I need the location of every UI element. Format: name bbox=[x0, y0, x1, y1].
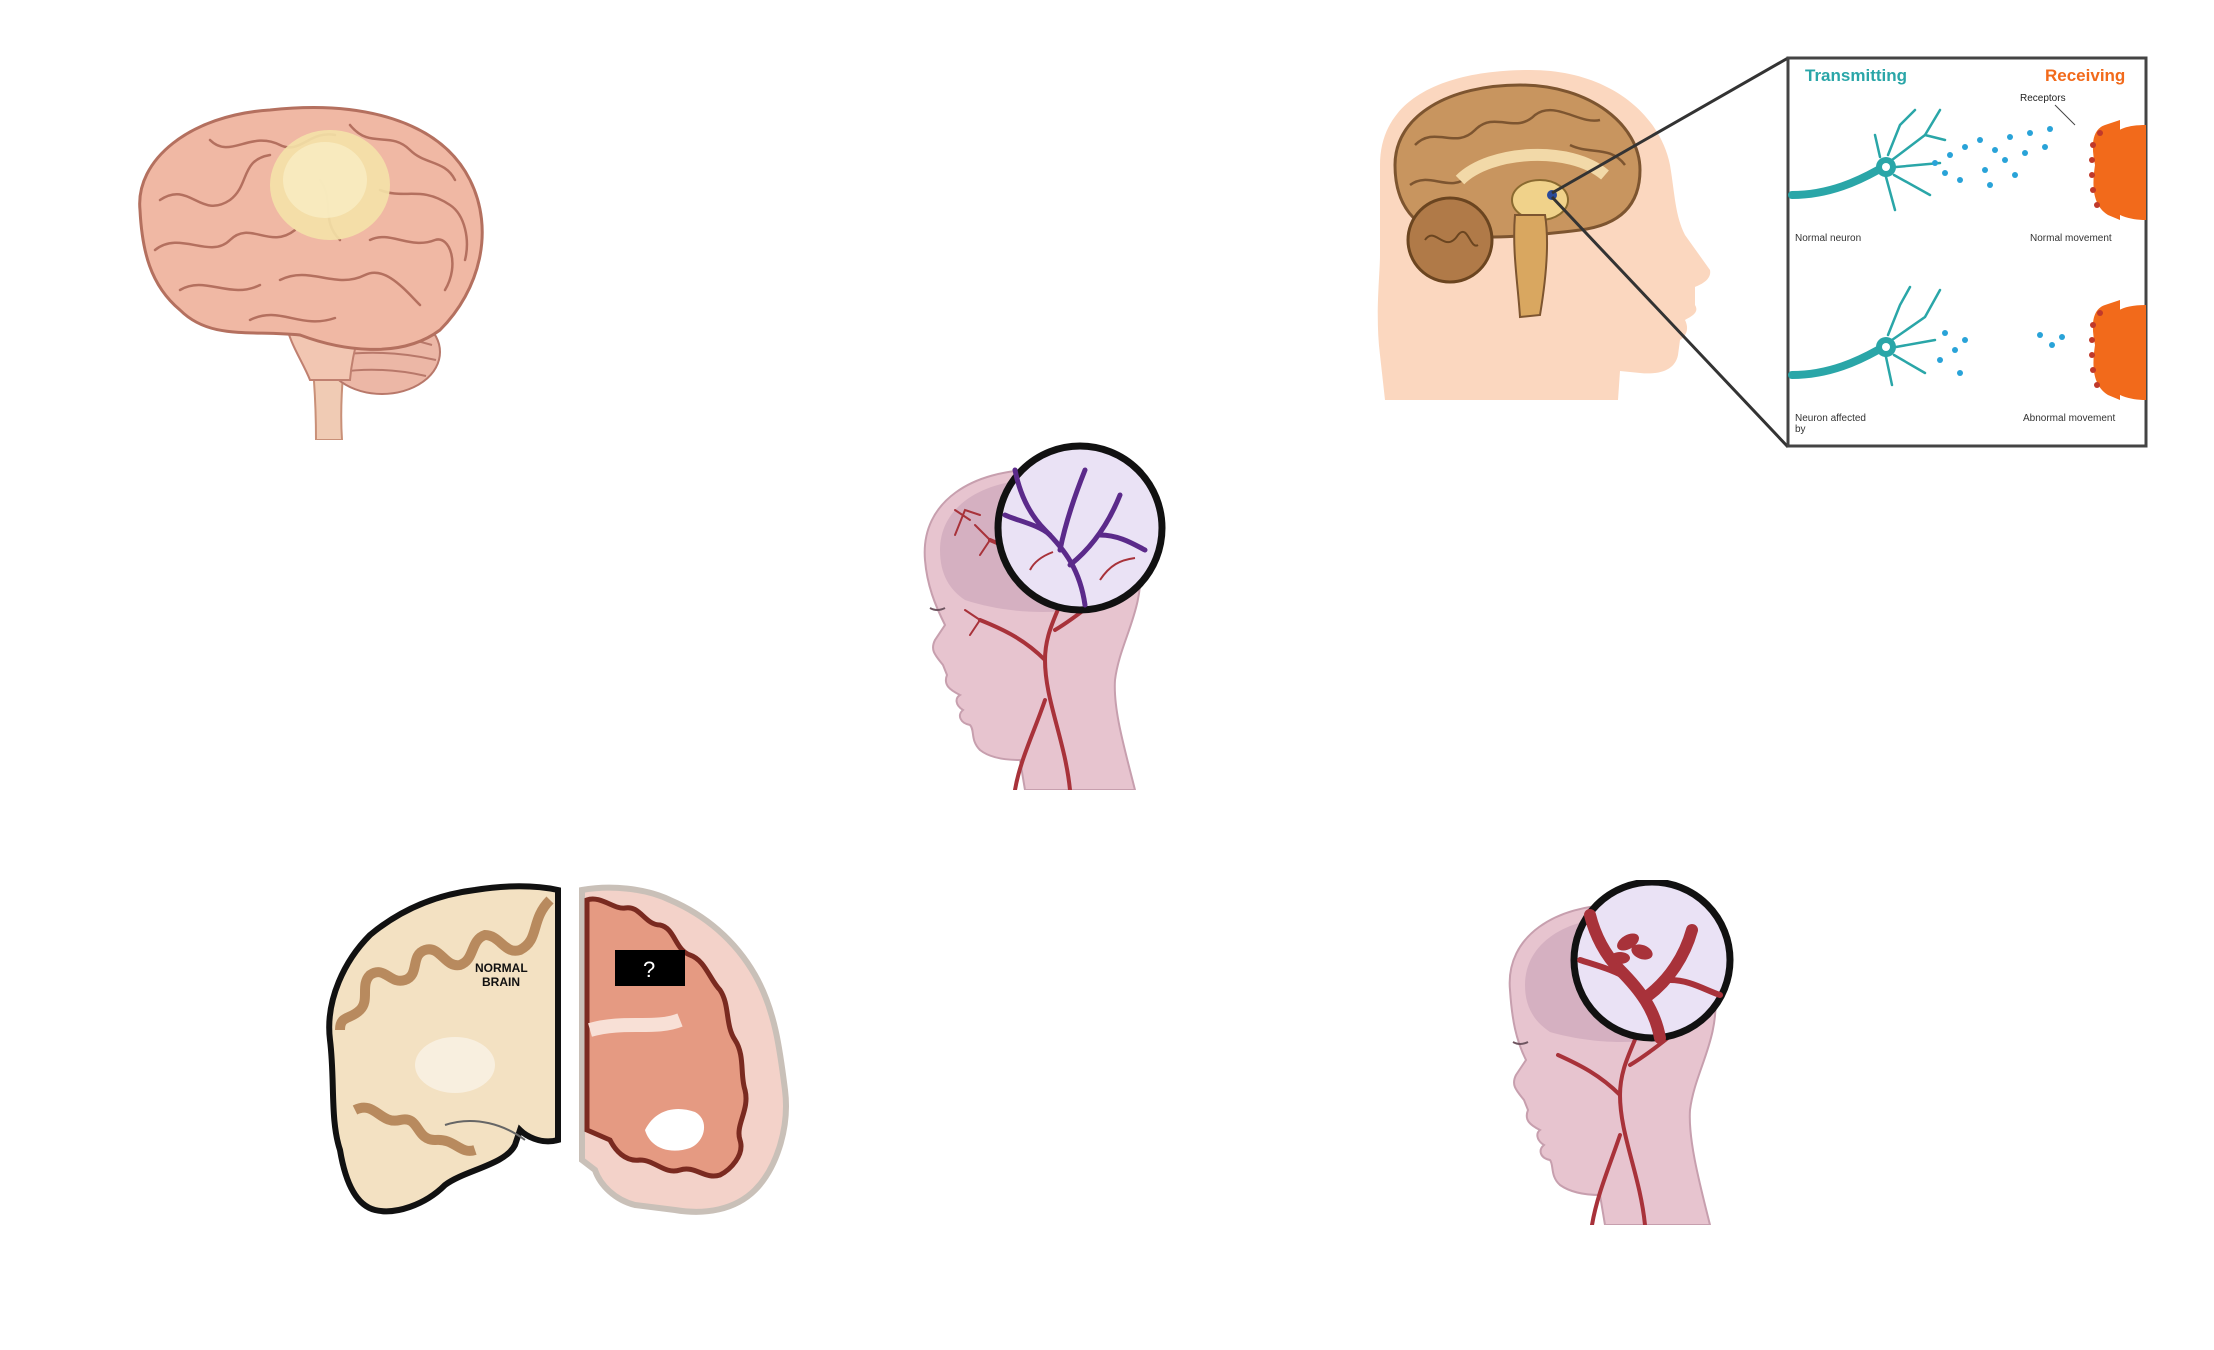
affected-neuron-label: Neuron affected by bbox=[1795, 413, 1866, 435]
receiving-neuron-abnormal-icon bbox=[2089, 300, 2146, 400]
tumor-brain-illustration bbox=[120, 90, 500, 440]
receptors-label: Receptors bbox=[2020, 93, 2066, 104]
aneurysm-head-illustration bbox=[1480, 880, 1760, 1225]
vessel-head-illustration bbox=[895, 440, 1195, 790]
neurotransmitter-dots-abnormal bbox=[1937, 330, 2065, 376]
neurotransmitter-dots-normal bbox=[1932, 126, 2053, 188]
normal-brain-label-line1: NORMAL bbox=[475, 961, 528, 975]
normal-neuron-label: Normal neuron bbox=[1795, 233, 1861, 244]
receiving-neuron-normal-icon bbox=[2089, 120, 2146, 220]
normal-brain-label-line2: BRAIN bbox=[482, 975, 520, 989]
synapse-diagram: Transmitting Receiving Receptors bbox=[1340, 55, 2150, 450]
receiving-label: Receiving bbox=[2045, 66, 2125, 85]
unknown-condition-label: ? bbox=[643, 957, 655, 982]
affected-neuron-icon bbox=[1788, 285, 1942, 387]
abnormal-movement-label: Abnormal movement bbox=[2023, 413, 2115, 424]
coronal-brain-section: NORMAL BRAIN ? bbox=[325, 880, 815, 1230]
transmitting-label: Transmitting bbox=[1805, 66, 1907, 85]
normal-neuron-icon bbox=[1788, 108, 1947, 212]
normal-movement-label: Normal movement bbox=[2030, 233, 2112, 244]
